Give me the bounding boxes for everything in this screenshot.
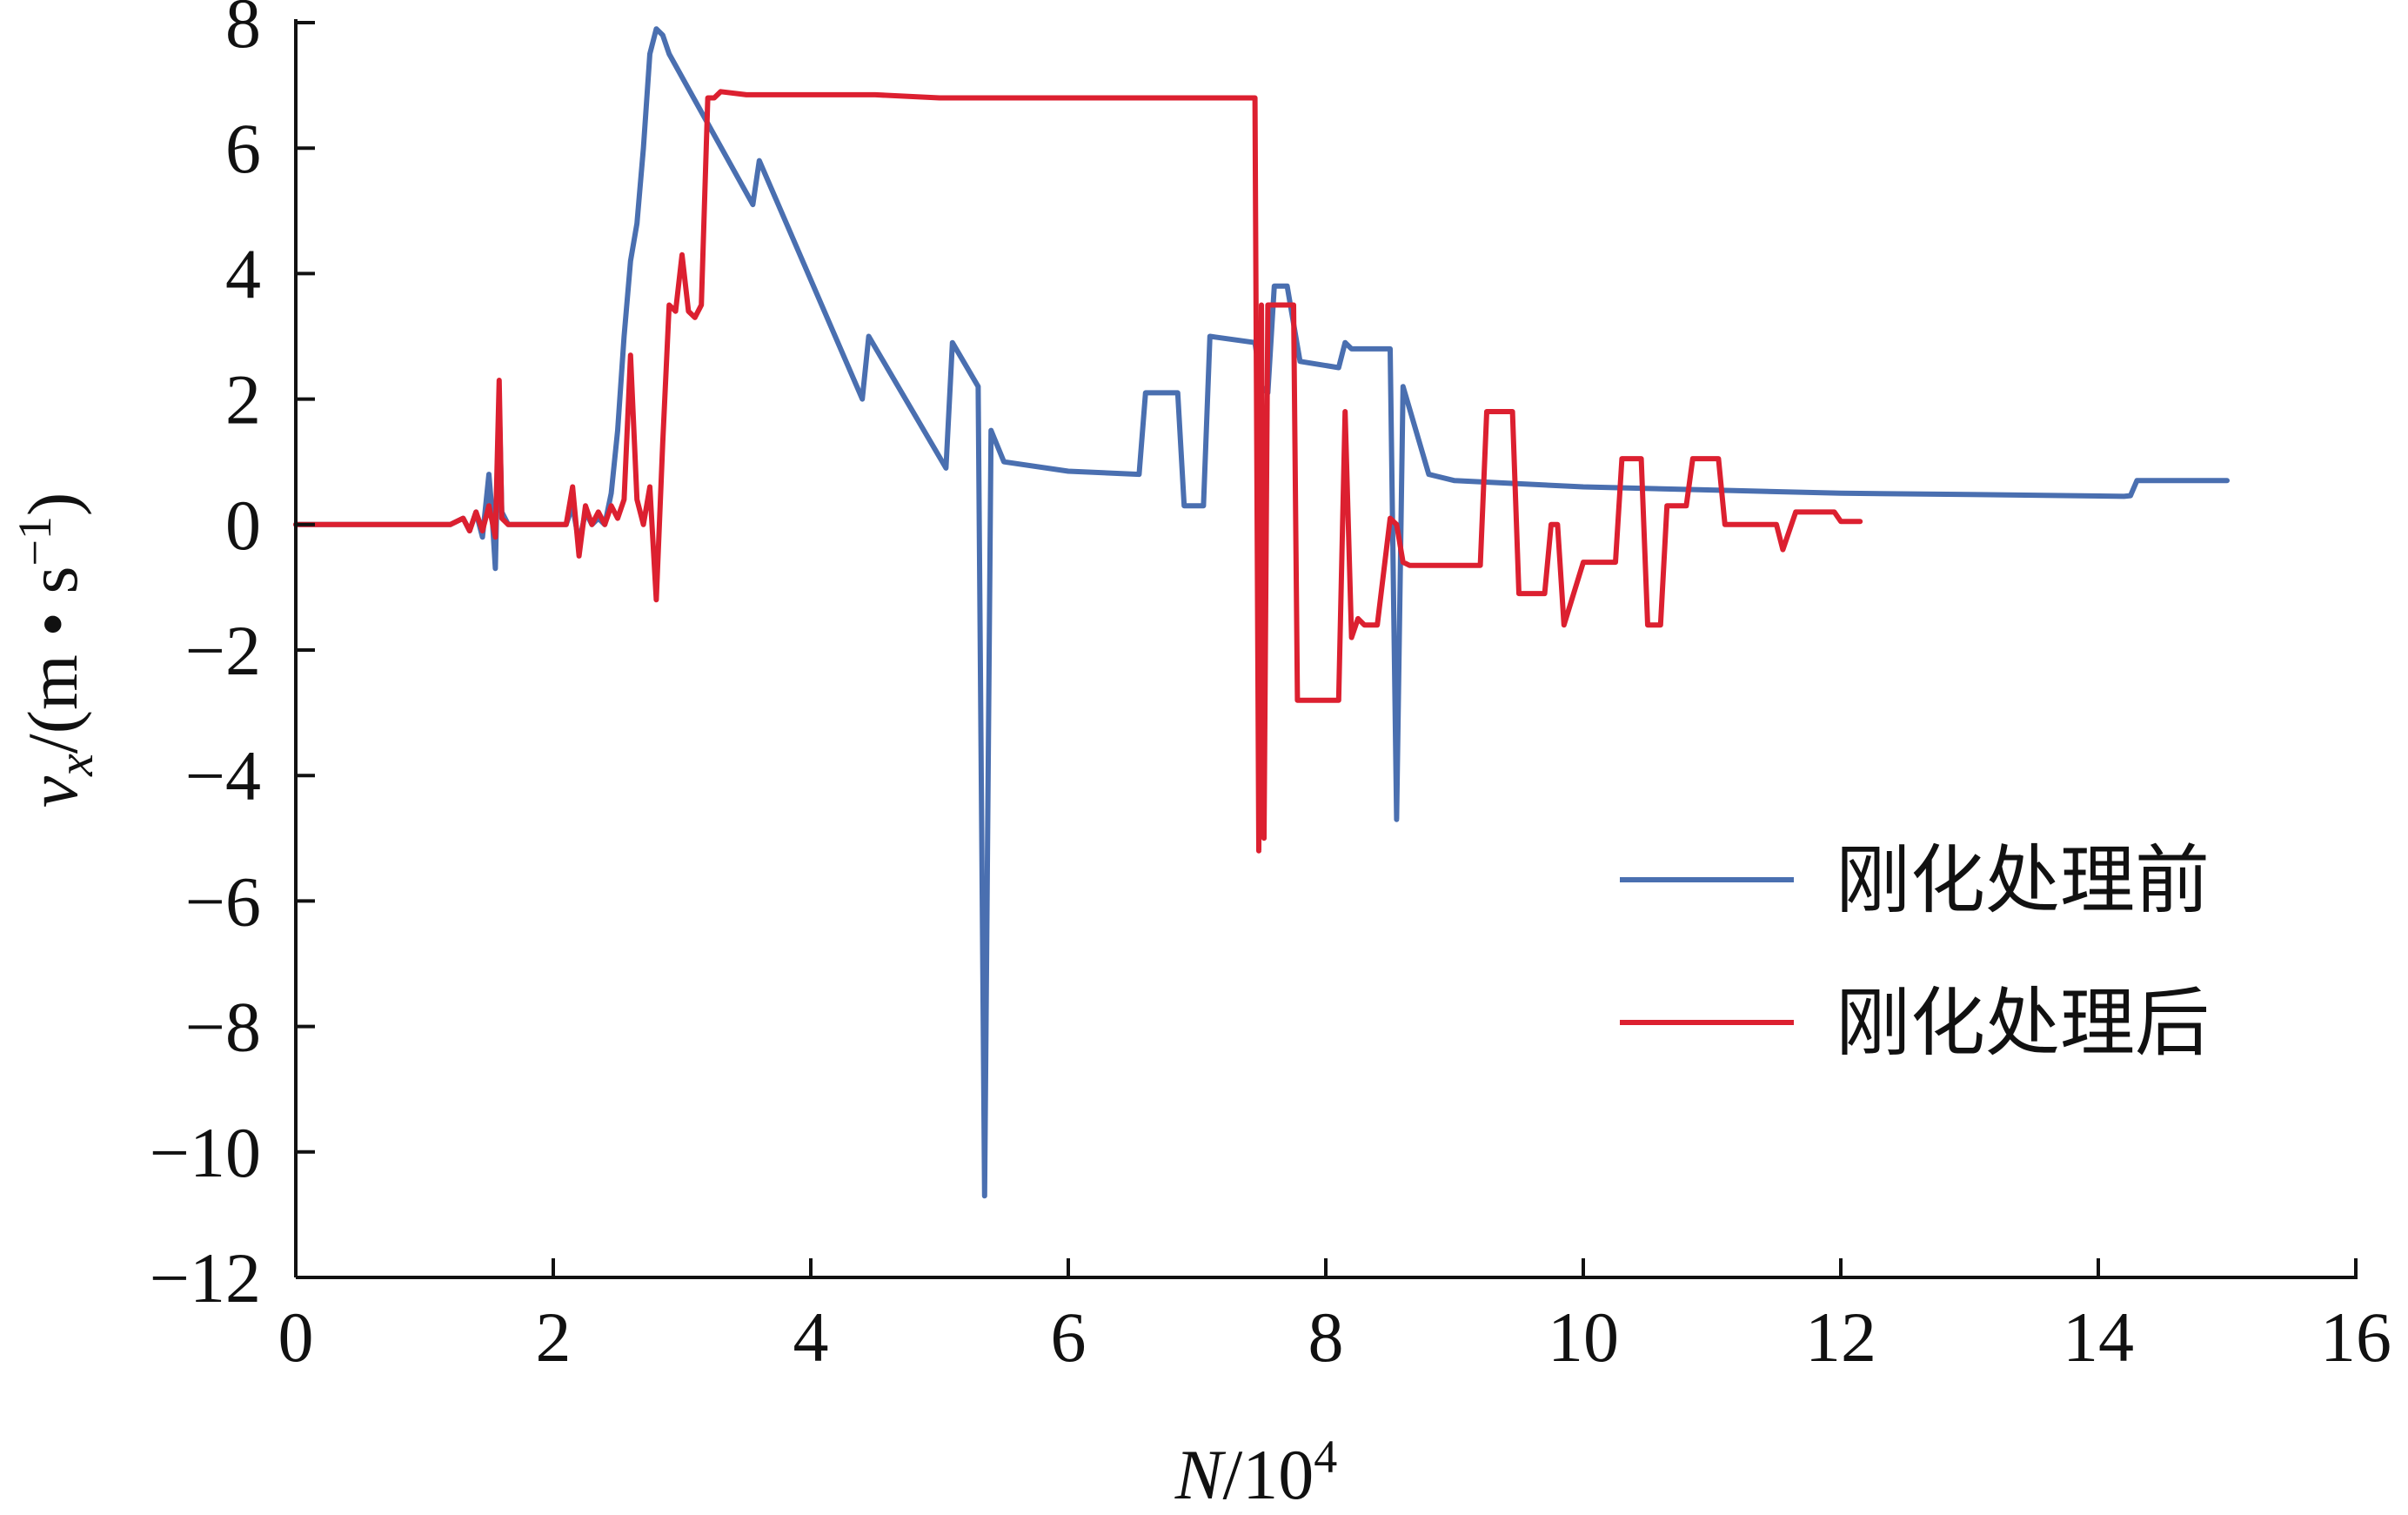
- y-tick-label: 0: [225, 486, 261, 565]
- legend-label-2: 刚化处理后: [1836, 980, 2210, 1067]
- y-tick-label: 8: [225, 0, 261, 63]
- y-tick-label: −8: [185, 988, 261, 1067]
- y-tick-label: 2: [225, 360, 261, 439]
- y-tick-label: −4: [185, 736, 261, 815]
- y-tick-label: −6: [185, 861, 261, 941]
- y-tick-label: −12: [150, 1238, 261, 1317]
- x-axis-title: N/104: [1174, 1431, 1338, 1514]
- labels-layer: 0 2 4 6 8 10 12 14 16 8 6 4 2 0 −2 −4 −6 −8 −10 −12 N/104 vx/…: [9, 0, 2391, 1514]
- axes-layer: [294, 19, 2358, 1279]
- x-tick-label: 6: [1051, 1297, 1087, 1377]
- x-tick-label: 14: [2063, 1297, 2134, 1377]
- x-tick-label: 4: [793, 1297, 829, 1377]
- x-tick-label: 2: [536, 1297, 572, 1377]
- x-tick-label: 10: [1548, 1297, 1619, 1377]
- y-tick-label: 4: [225, 234, 261, 313]
- x-tick-label: 0: [278, 1297, 314, 1377]
- y-tick-label: −10: [150, 1113, 261, 1192]
- y-tick-label: 6: [225, 109, 261, 188]
- x-tick-label: 16: [2320, 1297, 2391, 1377]
- legend-label-1: 刚化处理前: [1836, 837, 2210, 924]
- x-tick-label: 12: [1805, 1297, 1876, 1377]
- y-tick-label: −2: [185, 611, 261, 690]
- ticks-layer: [294, 21, 2358, 1279]
- series-line-2: [293, 89, 1863, 854]
- y-axis-title: vx/(m • s−1): [9, 493, 104, 808]
- x-tick-label: 8: [1308, 1297, 1344, 1377]
- series-layer: [293, 26, 2230, 1199]
